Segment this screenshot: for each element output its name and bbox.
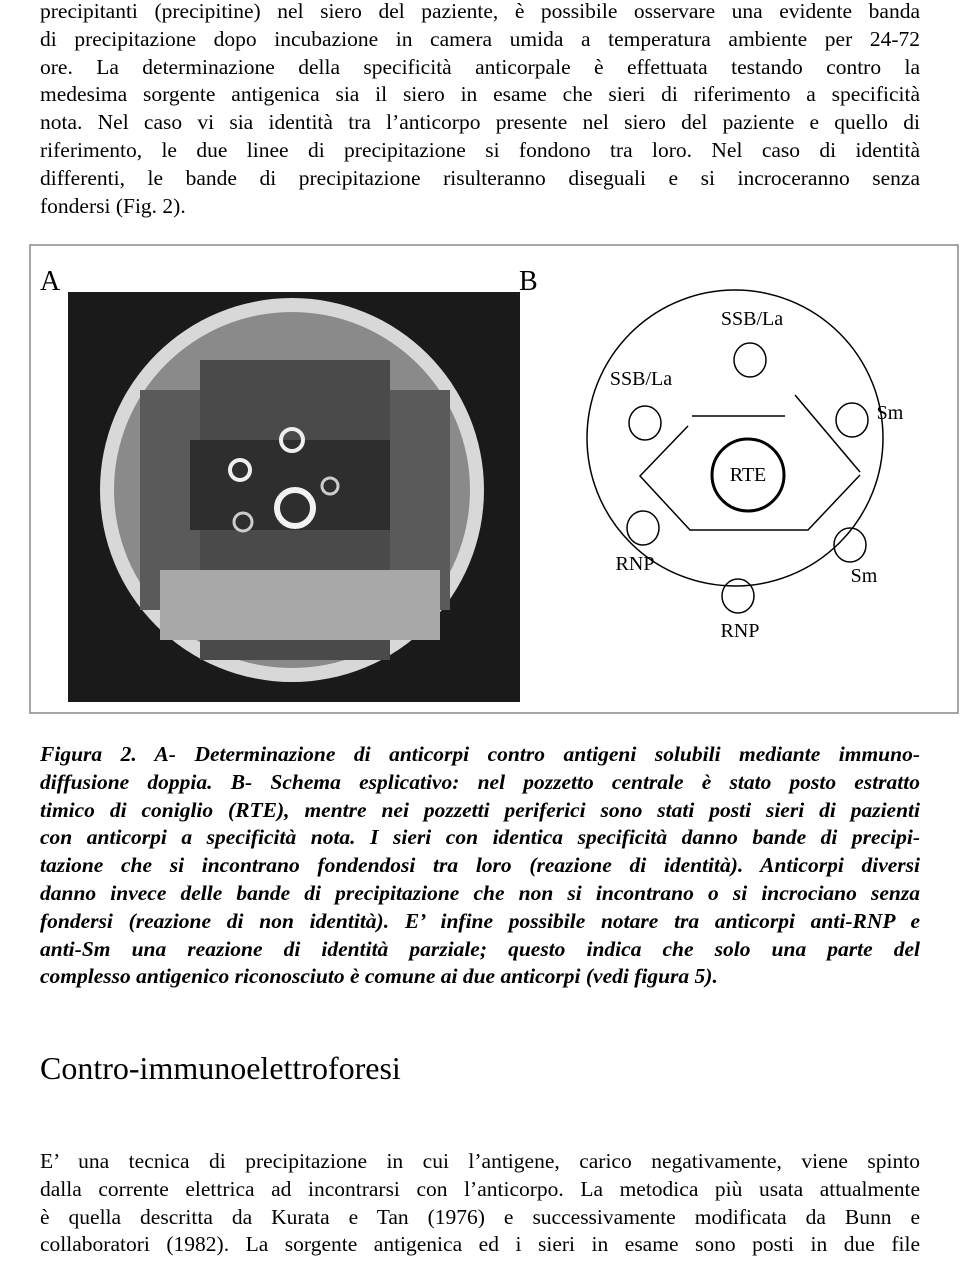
- text-line: timico di coniglio (RTE), mentre nei poz…: [40, 797, 920, 822]
- well-label: SSB/La: [610, 368, 672, 390]
- diagram-labels: SSB/La SSB/La Sm RTE RNP Sm RNP: [610, 308, 904, 642]
- well-label: Sm: [877, 402, 904, 424]
- panel-label: A: [40, 266, 61, 297]
- text-line: danno invece delle bande di precipitazio…: [40, 880, 920, 905]
- text-line: diffusione doppia. B- Schema esplicativo…: [40, 769, 920, 794]
- panel-label: B: [519, 266, 538, 297]
- text-line: fondersi (Fig. 2).: [40, 193, 186, 218]
- text-line: con anticorpi a specificità nota. I sier…: [40, 825, 920, 850]
- paragraph: E’ una tecnica di precipitazione in cui …: [40, 1148, 920, 1259]
- well-label: SSB/La: [721, 308, 783, 330]
- text-line: complesso antigenico riconosciuto è comu…: [40, 964, 718, 989]
- text-line: è quella descritta da Kurata e Tan (1976…: [40, 1204, 920, 1229]
- section-heading: Contro-immunoelettroforesi: [40, 1050, 401, 1086]
- diagram: [586, 289, 884, 614]
- text-line: fondersi (reazione di non identità). E’ …: [40, 908, 920, 933]
- text-line: medesima sorgente antigenica sia il sier…: [40, 82, 920, 107]
- text-line: E’ una tecnica di precipitazione in cui …: [40, 1149, 920, 1173]
- text-line: nota. Nel caso vi sia identità tra l’ant…: [40, 110, 920, 135]
- well-label: RNP: [616, 553, 655, 575]
- figure-caption: Figura 2. A- Determinazione di anticorpi…: [40, 741, 920, 991]
- text-line: differenti, le bande di precipitazione r…: [40, 165, 920, 190]
- text-line: anti-Sm una reazione di identità parzial…: [40, 936, 920, 961]
- text-line: di precipitazione dopo incubazione in ca…: [40, 26, 920, 51]
- text-line: precipitanti (precipitine) nel siero del…: [40, 0, 920, 23]
- figure: A B SSB/La SSB/La Sm RTE RNP Sm RNP: [29, 244, 959, 714]
- text-line: dalla corrente elettrica ad incontrarsi …: [40, 1176, 920, 1201]
- well-label: RTE: [730, 464, 767, 486]
- gel-photo: [68, 292, 520, 702]
- text-line: riferimento, le due linee di precipitazi…: [40, 137, 920, 162]
- text-line: ore. La determinazione della specificità…: [40, 54, 920, 79]
- well-label: Sm: [851, 565, 878, 587]
- well-label: RNP: [721, 620, 760, 642]
- paragraph: precipitanti (precipitine) nel siero del…: [40, 0, 920, 220]
- text-line: collaboratori (1982). La sorgente antige…: [40, 1232, 920, 1257]
- text-line: tazione che si incontrano fondendosi tra…: [40, 853, 920, 878]
- text-line: Figura 2. A- Determinazione di anticorpi…: [40, 742, 920, 766]
